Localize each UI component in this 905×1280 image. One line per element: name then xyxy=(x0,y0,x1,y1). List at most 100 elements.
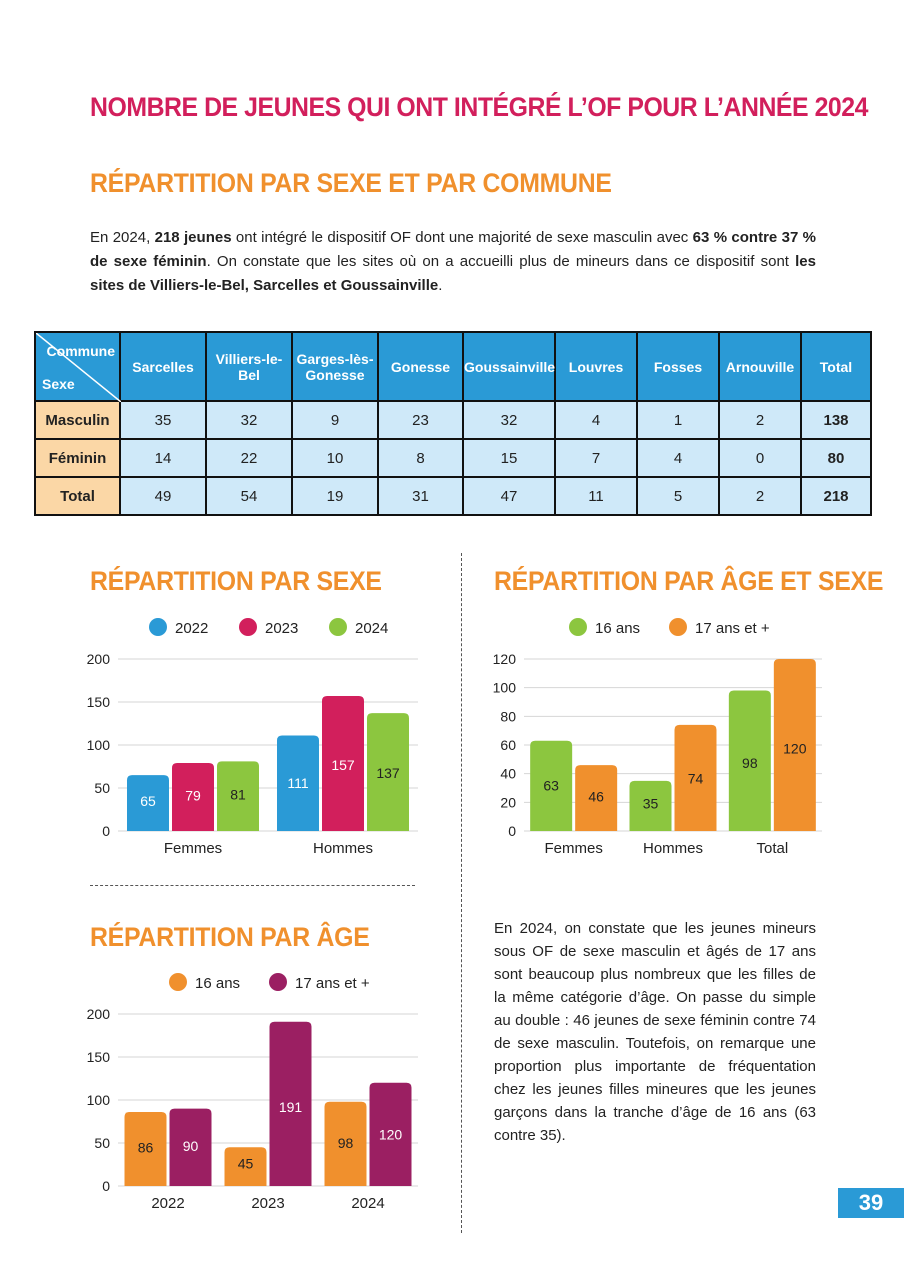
table-cell: 49 xyxy=(119,476,207,516)
col-header-line: Gonesse xyxy=(305,366,365,383)
horizontal-divider xyxy=(90,885,415,886)
bar xyxy=(224,1147,267,1186)
y-tick-label: 0 xyxy=(508,823,516,839)
x-tick-label: Hommes xyxy=(643,840,703,857)
bar xyxy=(728,690,771,831)
table-cell: 4 xyxy=(636,438,720,478)
table-cell: 35 xyxy=(119,400,207,440)
y-tick-label: 50 xyxy=(94,1135,110,1151)
y-tick-label: 150 xyxy=(87,1049,111,1065)
x-tick-label: Hommes xyxy=(313,840,373,857)
col-header-line: Fosses xyxy=(653,358,703,375)
data-label: 191 xyxy=(279,1099,303,1115)
section-title-commune: RÉPARTITION PAR SEXE ET PAR COMMUNE xyxy=(90,168,612,198)
page-number: 39 xyxy=(838,1188,904,1218)
table-cell-total: 80 xyxy=(800,438,872,478)
intro-bold-3: les sites de Villiers-le-Bel, Sarcelles … xyxy=(90,253,816,294)
col-header-line: Louvres xyxy=(568,358,624,375)
y-tick-label: 50 xyxy=(94,780,110,796)
intro-text-3: . On constate que les sites où on a accu… xyxy=(206,253,796,270)
intro-text-1: En 2024, xyxy=(90,229,155,246)
legend-label: 2022 xyxy=(175,620,208,637)
legend-marker xyxy=(669,618,687,636)
table-cell: 47 xyxy=(462,476,556,516)
legend-label: 16 ans xyxy=(195,975,240,992)
table-cell-total: 218 xyxy=(800,476,872,516)
corner-label-commune: Commune xyxy=(46,343,115,359)
y-tick-label: 100 xyxy=(87,1092,111,1108)
data-label: 46 xyxy=(588,788,604,804)
col-header-line: Arnouville xyxy=(725,358,795,375)
y-tick-label: 100 xyxy=(87,737,111,753)
bar xyxy=(322,695,364,831)
x-tick-label: 2023 xyxy=(251,1195,284,1212)
bar xyxy=(277,735,319,831)
bar xyxy=(324,1101,367,1186)
table-row: Masculin 35 32 9 23 32 4 1 2 138 xyxy=(34,400,872,440)
table-row: Féminin 14 22 10 8 15 7 4 0 80 xyxy=(34,438,872,478)
table-cell: 8 xyxy=(377,438,464,478)
y-tick-label: 0 xyxy=(102,823,110,839)
x-tick-label: 2022 xyxy=(151,1195,184,1212)
bar xyxy=(674,724,717,831)
col-header: Garges-lès- Gonesse xyxy=(291,331,379,402)
intro-text-4: . xyxy=(438,277,443,294)
data-label: 120 xyxy=(783,741,807,757)
commune-table: Commune Sexe Sarcelles Villiers-le- Bel G… xyxy=(34,331,872,516)
bar xyxy=(127,775,169,831)
legend-marker xyxy=(149,618,167,636)
col-header: Total xyxy=(800,331,872,402)
col-header-line: Garges-lès- xyxy=(296,350,374,367)
bar xyxy=(575,765,618,831)
chart-age: 16 ans 17 ans et + 0 50 100 150 200 86 90 2022 45 1… xyxy=(87,973,418,1212)
intro-bold-2: 63 % contre 37 % de sexe féminin xyxy=(90,229,817,270)
analysis-paragraph: En 2024, on constate que les jeunes mine… xyxy=(494,920,816,1144)
table-cell: 4 xyxy=(554,400,638,440)
y-tick-label: 200 xyxy=(87,651,111,667)
table-cell: 5 xyxy=(636,476,720,516)
col-header-line: Gonesse xyxy=(390,358,451,375)
chart-sexe: 2022 2023 2024 0 50 100 150 200 65 79 81 Femmes 111 1… xyxy=(87,618,418,857)
col-header: Villiers-le- Bel xyxy=(205,331,293,402)
intro-paragraph: En 2024, 218 jeunes ont intégré le dispo… xyxy=(90,226,816,298)
bar xyxy=(367,713,409,831)
table-cell: 0 xyxy=(718,438,802,478)
x-tick-label: 2024 xyxy=(351,1195,384,1212)
legend-label: 2024 xyxy=(355,620,388,637)
data-label: 120 xyxy=(379,1127,403,1143)
col-header: Louvres xyxy=(554,331,638,402)
y-tick-label: 150 xyxy=(87,694,111,710)
chart-age-sexe: 16 ans 17 ans et + 0 20 40 60 80 100 120 63 46 Femm… xyxy=(493,618,822,857)
legend-marker xyxy=(329,618,347,636)
chart-title-age-sexe: RÉPARTITION PAR ÂGE ET SEXE xyxy=(494,566,884,596)
col-header-line: Goussainville xyxy=(464,358,556,375)
table-cell: 9 xyxy=(291,400,379,440)
legend-marker xyxy=(169,973,187,991)
y-tick-label: 60 xyxy=(500,737,516,753)
table-cell: 10 xyxy=(291,438,379,478)
y-tick-label: 100 xyxy=(493,680,517,696)
bar xyxy=(124,1112,167,1186)
table-cell: 32 xyxy=(462,400,556,440)
legend-label: 17 ans et + xyxy=(695,620,770,637)
legend-marker xyxy=(569,618,587,636)
bar xyxy=(369,1082,412,1186)
data-label: 79 xyxy=(185,787,201,803)
table-cell: 22 xyxy=(205,438,293,478)
table-corner: Commune Sexe xyxy=(34,331,121,402)
x-tick-label: Femmes xyxy=(164,840,222,857)
bar xyxy=(169,1108,212,1186)
data-label: 65 xyxy=(140,793,156,809)
table-header-row: Commune Sexe Sarcelles Villiers-le- Bel G… xyxy=(34,331,872,402)
table-cell: 15 xyxy=(462,438,556,478)
intro-text-2: ont intégré le dispositif OF dont une ma… xyxy=(231,229,693,246)
data-label: 81 xyxy=(230,787,246,803)
data-label: 35 xyxy=(643,795,659,811)
col-header: Goussainville xyxy=(462,331,556,402)
y-tick-label: 20 xyxy=(500,794,516,810)
col-header: Sarcelles xyxy=(119,331,207,402)
data-label: 98 xyxy=(742,755,758,771)
table-cell: 2 xyxy=(718,476,802,516)
legend-marker xyxy=(269,973,287,991)
col-header: Gonesse xyxy=(377,331,464,402)
